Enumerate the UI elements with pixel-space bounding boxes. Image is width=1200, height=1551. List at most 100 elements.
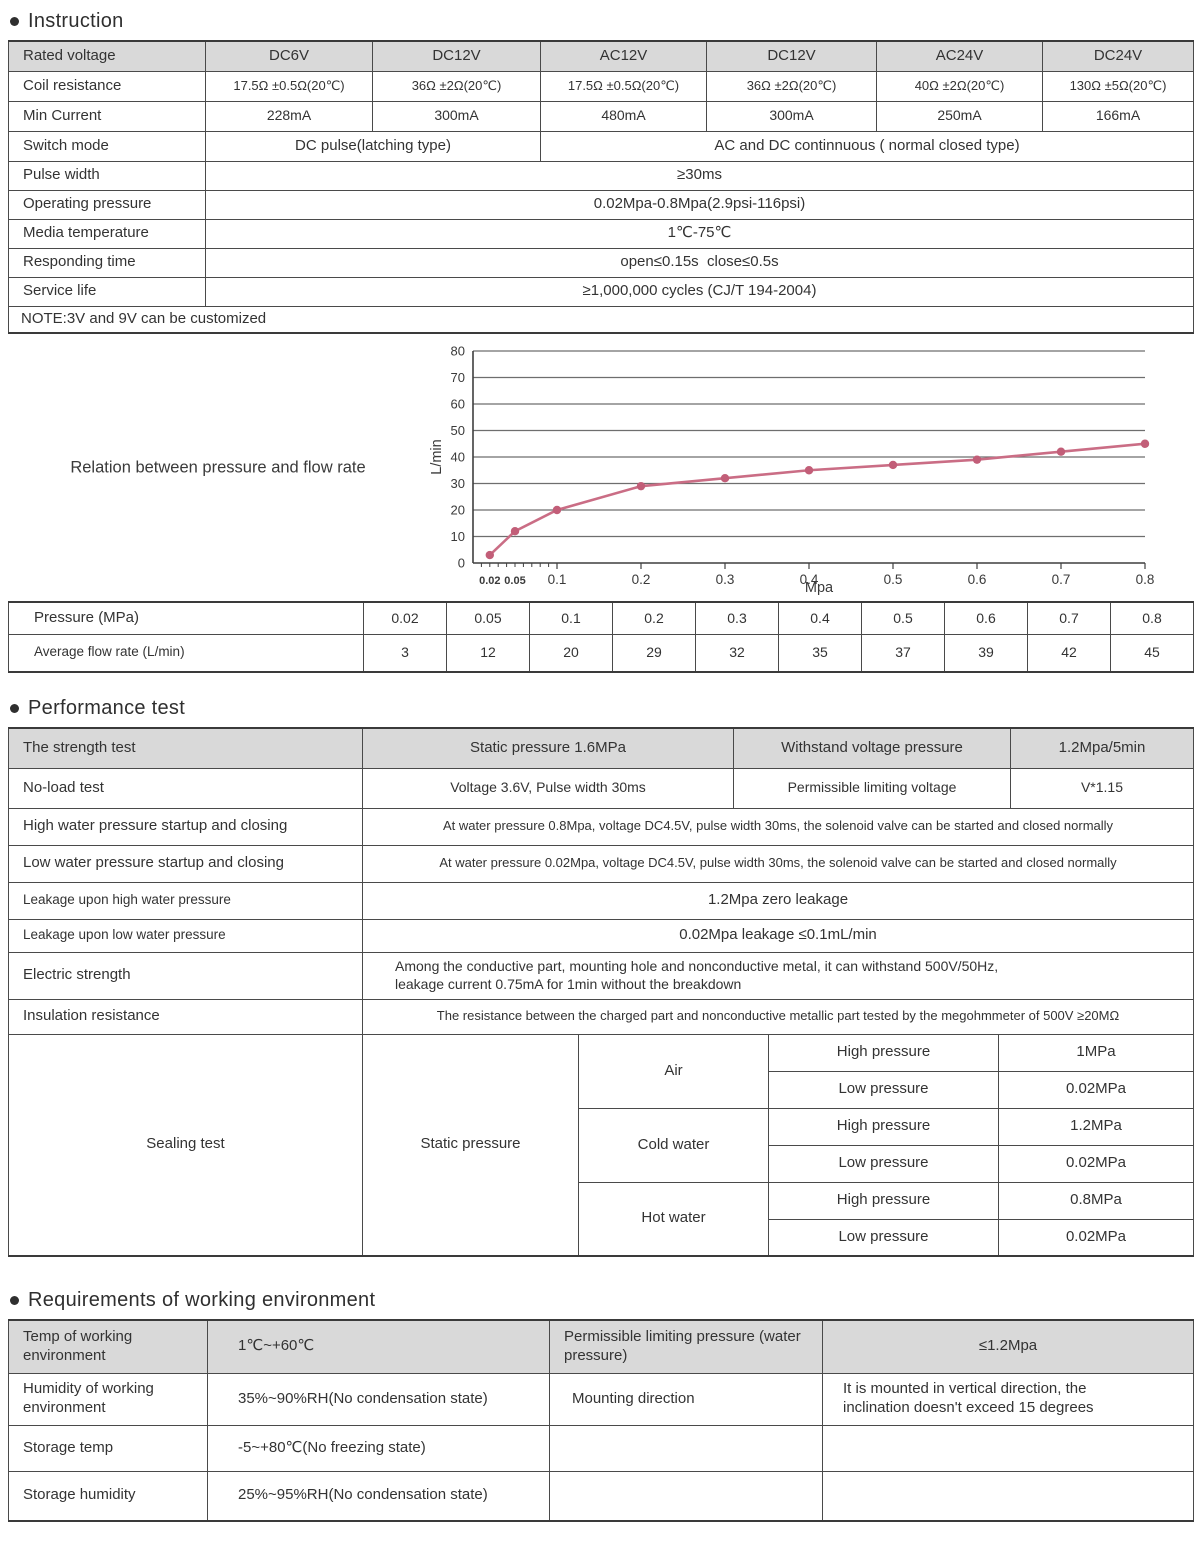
pressure-value-cell: 0.8 [1110, 601, 1194, 635]
section-title: Requirements of working environment [28, 1289, 376, 1311]
spec-value-cell: AC and DC continnuous ( normal closed ty… [540, 130, 1194, 162]
x-tick-label: 0.8 [1136, 572, 1155, 587]
data-point [552, 505, 562, 515]
flow-rate-row: Average flow rate (L/min) 3 12 20 29 32 … [8, 633, 1194, 673]
spec-value-cell: 36Ω ±2Ω(20℃) [372, 70, 541, 102]
req-label-cell: Storage temp [8, 1424, 208, 1472]
test-label-cell: Leakage upon high water pressure [8, 881, 363, 920]
spec-value-cell: 250mA [876, 100, 1043, 132]
y-tick-label: 50 [451, 423, 465, 438]
test-value-cell: Voltage 3.6V, Pulse width 30ms [362, 767, 734, 809]
temp-environment-row: Temp of working environment 1℃~+60℃ Perm… [8, 1319, 1194, 1374]
x-tick-label: 0.3 [716, 572, 735, 587]
storage-temp-row: Storage temp -5~+80℃(No freezing state) [8, 1424, 1194, 1472]
flow-value-cell: 42 [1027, 633, 1111, 673]
test-label-cell: Leakage upon low water pressure [8, 918, 363, 953]
storage-humidity-row: Storage humidity 25%~95%RH(No condensati… [8, 1470, 1194, 1522]
flow-value-cell: 39 [944, 633, 1028, 673]
test-value-cell: At water pressure 0.02Mpa, voltage DC4.5… [362, 844, 1194, 883]
y-tick-label: 0 [458, 556, 465, 571]
pressure-label-cell: Pressure (MPa) [8, 601, 364, 635]
sealing-table: Sealing test Static pressure Air High pr… [8, 1033, 1194, 1257]
spec-value-cell: 130Ω ±5Ω(20℃) [1042, 70, 1194, 102]
humidity-environment-row: Humidity of working environment 35%~90%R… [8, 1372, 1194, 1426]
chart-title: Relation between pressure and flow rate [70, 458, 366, 476]
flow-line [488, 442, 1146, 556]
req-value-cell: 25%~95%RH(No condensation state) [207, 1470, 550, 1522]
operating-pressure-row: Operating pressure 0.02Mpa-0.8Mpa(2.9psi… [8, 189, 1194, 220]
data-point [636, 481, 646, 491]
chart-row: Relation between pressure and flow rate … [8, 334, 1193, 601]
sealing-row: Cold water High pressure 1.2MPa [9, 1107, 1194, 1183]
flow-value-cell: 3 [363, 633, 447, 673]
bullet-icon [10, 1296, 19, 1305]
spec-value-cell: DC6V [205, 40, 373, 72]
y-tick-label: 30 [451, 476, 465, 491]
spec-value-cell: DC12V [706, 40, 877, 72]
flow-value-cell: 45 [1110, 633, 1194, 673]
spec-label-cell: Pulse width [8, 160, 206, 191]
service-life-row: Service life ≥1,000,000 cycles (CJ/T 194… [8, 276, 1194, 307]
x-tick-label: 0.2 [632, 572, 651, 587]
pressure-row: Pressure (MPa) 0.02 0.05 0.1 0.2 0.3 0.4… [8, 601, 1194, 635]
pressure-value-cell: 0.1 [529, 601, 613, 635]
pressure-value-cell: 1.2MPa [998, 1107, 1194, 1146]
req-empty-cell [549, 1424, 823, 1472]
spec-label-cell: Operating pressure [8, 189, 206, 220]
sealing-row: Sealing test Static pressure Air High pr… [8, 1033, 1194, 1257]
req-empty-cell [822, 1470, 1194, 1522]
spec-label-cell: Media temperature [8, 218, 206, 249]
x-axis-label: Mpa [805, 580, 834, 596]
pressure-value-cell: 0.05 [446, 601, 530, 635]
section-heading-performance: Performance test [10, 697, 1193, 720]
sealing-row: Low pressure 0.02MPa [9, 1218, 1194, 1257]
spec-label-cell: Switch mode [8, 130, 206, 162]
test-label-cell: Insulation resistance [8, 998, 363, 1035]
data-point [510, 527, 520, 536]
leakage-low-row: Leakage upon low water pressure 0.02Mpa … [8, 918, 1194, 953]
spec-value-cell: 300mA [372, 100, 541, 132]
pressure-level-cell: Low pressure [768, 1144, 999, 1183]
pressure-level-cell: High pressure [768, 1181, 999, 1220]
spec-label-cell: Min Current [8, 100, 206, 132]
medium-cell: Air [578, 1033, 769, 1109]
req-value-cell: 1℃~+60℃ [207, 1319, 550, 1374]
req-value-cell: ≤1.2Mpa [822, 1319, 1194, 1374]
req-label-cell: Mounting direction [549, 1372, 823, 1426]
sealing-method-cell: Static pressure [362, 1033, 579, 1257]
data-point [888, 460, 898, 470]
pressure-value-cell: 0.02MPa [998, 1218, 1194, 1257]
low-water-row: Low water pressure startup and closing A… [8, 844, 1194, 883]
sealing-row: Low pressure 0.02MPa [9, 1070, 1194, 1109]
pressure-level-cell: Low pressure [768, 1218, 999, 1257]
x-tick-label: 0.5 [884, 572, 903, 587]
spec-value-cell: DC pulse(latching type) [205, 130, 541, 162]
spec-value-cell: ≥30ms [205, 160, 1194, 191]
x-tick-label: 0.02 [479, 575, 500, 587]
spec-value-cell: AC12V [540, 40, 707, 72]
switch-mode-row: Switch mode DC pulse(latching type) AC a… [8, 130, 1194, 162]
flow-value-cell: 32 [695, 633, 779, 673]
pressure-level-cell: Low pressure [768, 1070, 999, 1109]
spec-label-cell: Responding time [8, 247, 206, 278]
x-tick-label: 0.6 [968, 572, 987, 587]
req-label-cell: Humidity of working environment [8, 1372, 208, 1426]
bullet-icon [10, 17, 19, 26]
responding-time-row: Responding time open≤0.15s close≤0.5s [8, 247, 1194, 278]
spec-label-cell: Rated voltage [8, 40, 206, 72]
pressure-flow-chart: 0 10 20 30 40 50 60 70 80 0.02 0.05 0.1 0.2 0.3 0.4 0.5… [429, 344, 1155, 597]
spec-value-cell: 300mA [706, 100, 877, 132]
min-current-row: Min Current 228mA 300mA 480mA 300mA 250m… [8, 100, 1194, 132]
mounting-direction-value: It is mounted in vertical direction, the… [843, 1380, 1094, 1416]
y-tick-label: 70 [451, 370, 465, 385]
rated-voltage-row: Rated voltage DC6V DC12V AC12V DC12V AC2… [8, 40, 1194, 72]
req-label-cell: Storage humidity [8, 1470, 208, 1522]
instruction-table: Rated voltage DC6V DC12V AC12V DC12V AC2… [8, 40, 1194, 334]
pressure-value-cell: 0.02MPa [998, 1144, 1194, 1183]
test-value-cell: Static pressure 1.6MPa [362, 727, 734, 769]
test-label-cell: Low water pressure startup and closing [8, 844, 363, 883]
section-heading-requirements: Requirements of working environment [10, 1289, 1193, 1312]
insulation-row: Insulation resistance The resistance bet… [8, 998, 1194, 1035]
sealing-row: Low pressure 0.02MPa [9, 1144, 1194, 1183]
y-tick-label: 10 [451, 529, 465, 544]
